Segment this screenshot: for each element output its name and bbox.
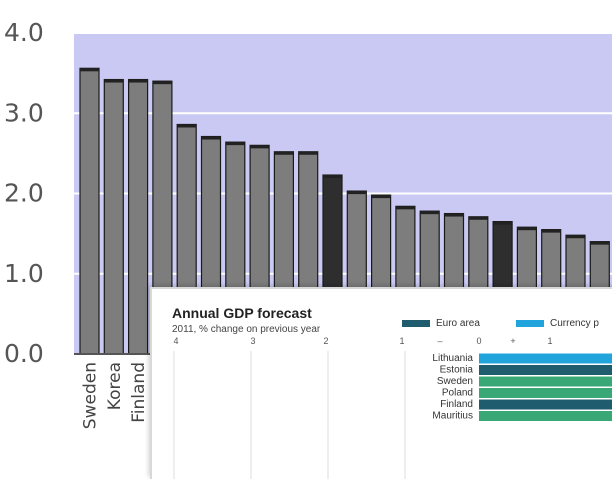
bar-cap xyxy=(444,213,464,217)
bar-cap xyxy=(274,151,294,155)
legend-item-currency: Currency p xyxy=(516,316,599,330)
inset-x-tick-label: – xyxy=(437,336,442,346)
bar-cap xyxy=(201,136,221,140)
bar-cap xyxy=(298,151,318,155)
bar-cap xyxy=(250,145,270,149)
bar-cap xyxy=(371,195,391,199)
bar-cap xyxy=(590,241,610,245)
inset-category-label: Lithuania xyxy=(432,353,473,364)
inset-category-label: Mauritius xyxy=(432,411,473,422)
bar-cap xyxy=(152,81,172,85)
inset-x-tick-label: 4 xyxy=(173,336,178,346)
inset-x-tick-label: 3 xyxy=(250,336,255,346)
bar-cap xyxy=(177,124,197,128)
y-tick-label: 4.0 xyxy=(4,18,44,47)
legend-swatch-currency xyxy=(516,319,544,327)
bar-cap xyxy=(225,142,245,146)
inset-bar xyxy=(479,365,612,375)
legend-label-currency: Currency p xyxy=(550,317,599,329)
bar-cap xyxy=(347,191,367,195)
bar-cap xyxy=(468,216,488,220)
inset-plot: 4 3 2 1 – 0 +1 LithuaniaEstoniaSwedenPolandFinl… xyxy=(173,336,612,479)
legend-label-euro-area: Euro area xyxy=(436,317,480,329)
y-tick-labels: 0.0 1.0 2.0 3.0 4.0 xyxy=(4,18,44,368)
inset-category-label: Poland xyxy=(442,388,473,399)
inset-category-label: Sweden xyxy=(437,376,473,387)
y-tick-label: 0.0 xyxy=(4,339,44,368)
inset-x-tick-label: + xyxy=(510,336,515,346)
bar-cap xyxy=(80,68,99,72)
bar xyxy=(128,78,149,355)
bar xyxy=(79,67,100,355)
y-tick-label: 2.0 xyxy=(4,179,44,208)
inset-bar xyxy=(479,376,612,387)
inset-bar xyxy=(479,353,612,364)
inset-bar xyxy=(479,399,612,410)
bar-cap xyxy=(420,211,440,215)
y-tick-label: 1.0 xyxy=(4,259,44,288)
x-tick-label: Finland xyxy=(129,362,149,423)
bar-cap xyxy=(323,175,342,179)
inset-bar xyxy=(479,388,612,398)
bar-series xyxy=(79,67,610,355)
bar-cap xyxy=(493,221,513,225)
bar xyxy=(103,78,124,355)
inset-x-tick-label: 2 xyxy=(323,336,328,346)
inset-x-tick-label: 1 xyxy=(399,336,404,346)
y-tick-label: 3.0 xyxy=(4,98,44,127)
inset-x-tick-label: 1 xyxy=(547,336,552,346)
bar-cap xyxy=(128,79,148,83)
bar-cap xyxy=(566,235,585,239)
inset-category-label: Estonia xyxy=(440,365,474,376)
bar-cap xyxy=(517,227,537,231)
inset-gdp-chart: Annual GDP forecast 2011, % change on pr… xyxy=(150,287,612,479)
inset-x-tick-label: 0 xyxy=(476,336,481,346)
legend-item-euro-area: Euro area xyxy=(402,316,480,330)
bar-cap xyxy=(104,79,124,83)
bar-cap xyxy=(395,206,415,210)
inset-title: Annual GDP forecast xyxy=(172,305,312,321)
inset-subtitle: 2011, % change on previous year xyxy=(172,324,321,335)
x-tick-label: Korea xyxy=(105,362,125,410)
legend-swatch-euro-area xyxy=(402,319,430,327)
bar-cap xyxy=(541,229,561,233)
inset-bar xyxy=(479,411,612,421)
x-tick-label: Sweden xyxy=(81,362,101,429)
inset-category-label: Finland xyxy=(440,399,473,410)
